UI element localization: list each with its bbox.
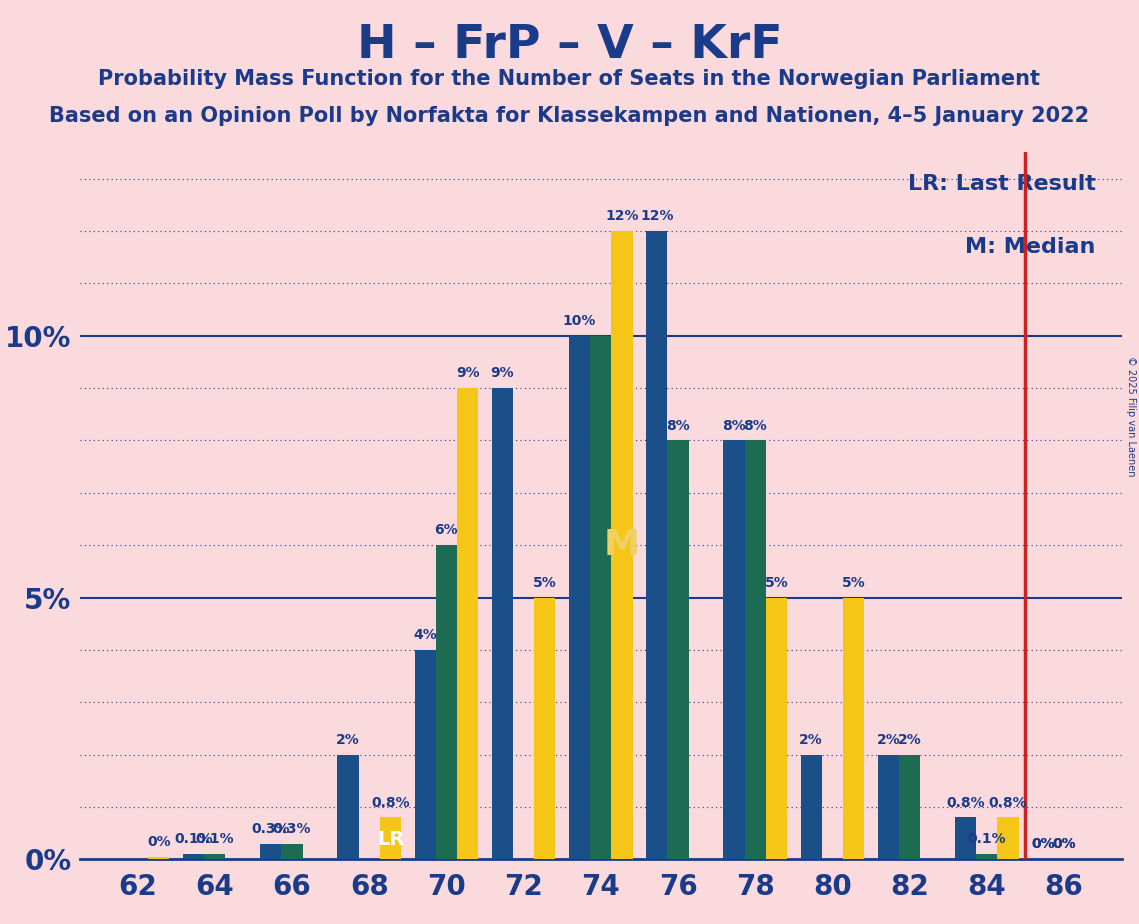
Text: 0%: 0% <box>1031 837 1055 852</box>
Text: 8%: 8% <box>722 419 746 432</box>
Bar <box>878 755 899 859</box>
Text: Probability Mass Function for the Number of Seats in the Norwegian Parliament: Probability Mass Function for the Number… <box>98 69 1041 90</box>
Bar <box>976 854 998 859</box>
Bar <box>436 545 457 859</box>
Text: 5%: 5% <box>842 576 866 590</box>
Text: LR: Last Result: LR: Last Result <box>908 174 1096 194</box>
Text: 8%: 8% <box>744 419 767 432</box>
Bar <box>765 598 787 859</box>
Bar <box>899 755 920 859</box>
Text: 0%: 0% <box>1031 837 1055 852</box>
Text: Based on an Opinion Poll by Norfakta for Klassekampen and Nationen, 4–5 January : Based on an Opinion Poll by Norfakta for… <box>49 106 1090 127</box>
Text: 0%: 0% <box>1052 837 1076 852</box>
Text: 0.1%: 0.1% <box>967 833 1006 846</box>
Bar <box>667 441 689 859</box>
Text: 2%: 2% <box>898 733 921 747</box>
Text: M: Median: M: Median <box>966 237 1096 257</box>
Text: 8%: 8% <box>666 419 690 432</box>
Bar <box>534 598 556 859</box>
Text: 10%: 10% <box>563 314 597 328</box>
Bar <box>415 650 436 859</box>
Text: 5%: 5% <box>764 576 788 590</box>
Bar <box>590 335 612 859</box>
Bar <box>204 854 226 859</box>
Bar <box>457 388 478 859</box>
Text: 6%: 6% <box>435 523 458 537</box>
Bar <box>183 854 204 859</box>
Text: 0.1%: 0.1% <box>196 833 235 846</box>
Bar <box>801 755 822 859</box>
Bar <box>612 231 632 859</box>
Text: 0.8%: 0.8% <box>947 796 985 809</box>
Bar <box>723 441 745 859</box>
Text: 0%: 0% <box>147 835 171 849</box>
Text: 0.3%: 0.3% <box>252 821 290 835</box>
Bar <box>337 755 359 859</box>
Text: 9%: 9% <box>491 366 514 381</box>
Bar <box>646 231 667 859</box>
Text: H – FrP – V – KrF: H – FrP – V – KrF <box>357 23 782 68</box>
Text: 0.1%: 0.1% <box>174 833 213 846</box>
Bar <box>281 844 303 859</box>
Text: © 2025 Filip van Laenen: © 2025 Filip van Laenen <box>1125 356 1136 476</box>
Bar <box>570 335 590 859</box>
Bar <box>998 818 1018 859</box>
Bar <box>379 818 401 859</box>
Text: 12%: 12% <box>640 209 673 223</box>
Bar <box>148 857 170 859</box>
Bar <box>492 388 513 859</box>
Text: 0.8%: 0.8% <box>989 796 1027 809</box>
Text: 2%: 2% <box>877 733 900 747</box>
Text: 0.8%: 0.8% <box>371 796 410 809</box>
Text: LR: LR <box>377 830 404 849</box>
Text: M: M <box>604 529 640 562</box>
Text: 0%: 0% <box>1052 837 1076 852</box>
Text: 2%: 2% <box>336 733 360 747</box>
Bar <box>954 818 976 859</box>
Text: 2%: 2% <box>800 733 823 747</box>
Text: 4%: 4% <box>413 628 437 642</box>
Text: 0.3%: 0.3% <box>272 821 311 835</box>
Bar <box>843 598 865 859</box>
Text: 9%: 9% <box>456 366 480 381</box>
Bar <box>745 441 765 859</box>
Text: 5%: 5% <box>533 576 557 590</box>
Bar <box>260 844 281 859</box>
Text: 12%: 12% <box>605 209 639 223</box>
